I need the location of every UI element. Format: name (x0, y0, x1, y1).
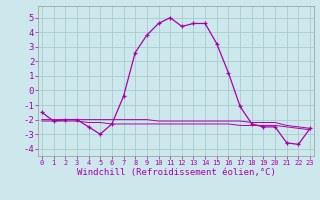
X-axis label: Windchill (Refroidissement éolien,°C): Windchill (Refroidissement éolien,°C) (76, 168, 276, 177)
